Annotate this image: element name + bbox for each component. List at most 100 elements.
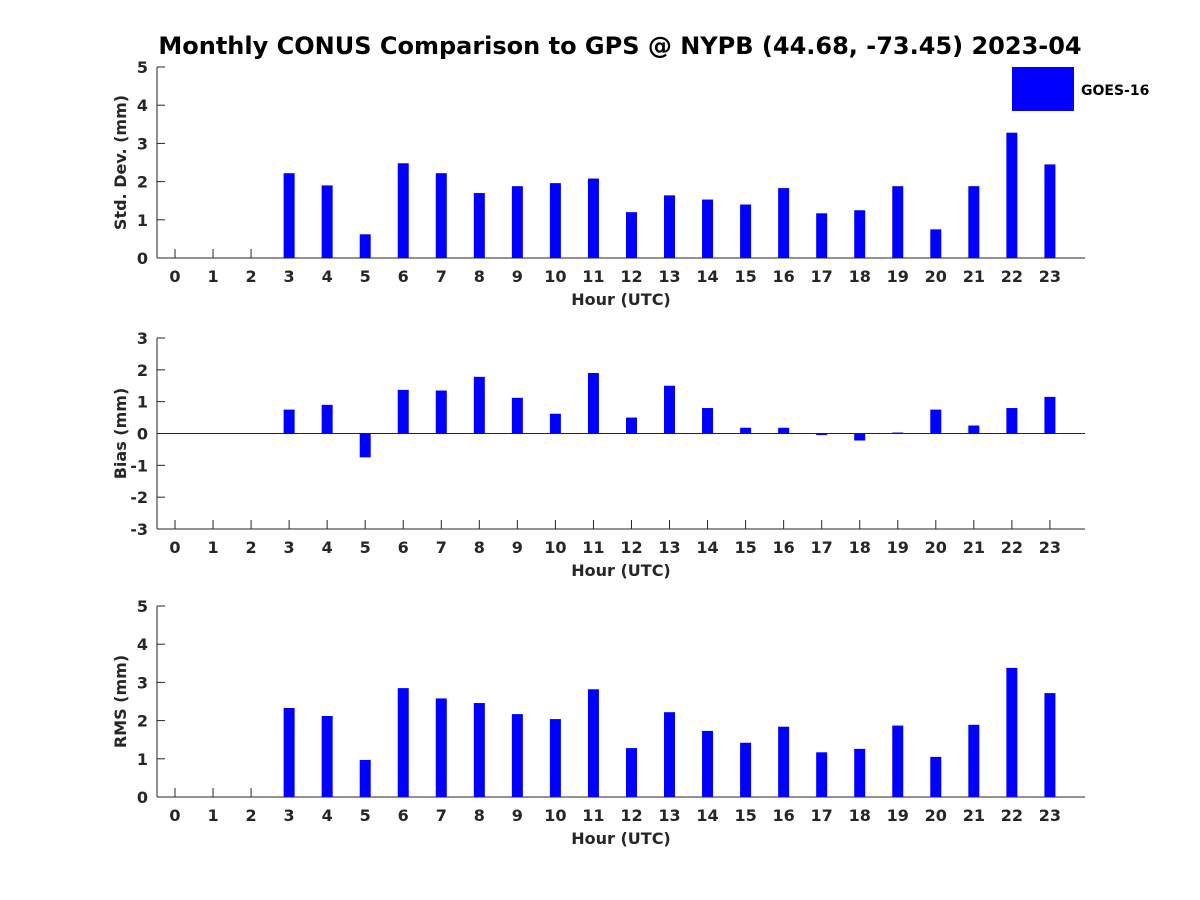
bar-hour-3 — [283, 173, 295, 258]
x-tick-label: 4 — [322, 538, 333, 557]
x-axis-label: Hour (UTC) — [571, 561, 671, 580]
y-tick-label: 0 — [137, 249, 148, 268]
legend-label: GOES-16 — [1081, 83, 1149, 99]
x-axis-label: Hour (UTC) — [571, 290, 671, 309]
y-tick-label: 2 — [137, 173, 148, 192]
x-tick-label: 5 — [360, 538, 371, 557]
bar-hour-5 — [359, 234, 371, 258]
bar-hour-3 — [283, 707, 295, 797]
x-tick-label: 22 — [1001, 538, 1023, 557]
bar-hour-9 — [511, 186, 523, 258]
x-tick-label: 8 — [474, 538, 485, 557]
x-tick-label: 3 — [284, 806, 295, 825]
bar-hour-7 — [435, 173, 447, 258]
bar-hour-16 — [778, 726, 790, 797]
x-tick-label: 16 — [773, 538, 795, 557]
x-tick-label: 7 — [436, 538, 447, 557]
bar-hour-8 — [473, 703, 485, 797]
bar-hour-22 — [1006, 132, 1018, 258]
x-tick-label: 4 — [322, 267, 333, 286]
x-tick-label: 11 — [582, 538, 604, 557]
bar-hour-13 — [664, 195, 676, 258]
bar-hour-17 — [816, 213, 828, 258]
y-tick-label: -1 — [130, 456, 148, 475]
x-tick-label: 11 — [582, 806, 604, 825]
x-axis-label: Hour (UTC) — [571, 829, 671, 848]
bar-hour-4 — [321, 404, 333, 434]
bar-hour-10 — [549, 183, 561, 258]
bar-hour-21 — [968, 186, 980, 258]
bar-hour-4 — [321, 716, 333, 797]
x-tick-label: 0 — [169, 806, 180, 825]
bar-hour-6 — [397, 389, 409, 434]
x-tick-label: 7 — [436, 267, 447, 286]
x-tick-label: 9 — [512, 267, 523, 286]
x-tick-label: 23 — [1039, 267, 1061, 286]
y-tick-label: 2 — [137, 712, 148, 731]
bar-hour-5 — [359, 759, 371, 797]
y-tick-label: 3 — [137, 673, 148, 692]
bar-hour-22 — [1006, 408, 1018, 434]
x-tick-label: 23 — [1039, 806, 1061, 825]
x-tick-label: 18 — [849, 806, 871, 825]
legend-swatch — [1012, 67, 1074, 111]
x-tick-label: 20 — [925, 267, 947, 286]
bar-hour-20 — [930, 756, 942, 797]
bar-hour-23 — [1044, 396, 1056, 434]
x-tick-label: 15 — [734, 538, 756, 557]
bar-hour-6 — [397, 688, 409, 797]
x-tick-label: 2 — [246, 806, 257, 825]
bar-hour-17 — [816, 433, 828, 436]
x-tick-label: 23 — [1039, 538, 1061, 557]
x-tick-label: 3 — [284, 538, 295, 557]
x-tick-label: 5 — [360, 267, 371, 286]
bar-hour-12 — [625, 748, 637, 797]
x-tick-label: 6 — [398, 806, 409, 825]
x-tick-label: 15 — [734, 806, 756, 825]
x-tick-label: 0 — [169, 538, 180, 557]
bar-hour-6 — [397, 163, 409, 258]
bar-hour-5 — [359, 433, 371, 458]
x-tick-label: 8 — [474, 267, 485, 286]
y-axis-label: Bias (mm) — [111, 388, 130, 480]
y-tick-label: 0 — [137, 425, 148, 444]
x-tick-label: 1 — [207, 267, 218, 286]
x-tick-label: 6 — [398, 267, 409, 286]
x-tick-label: 16 — [773, 267, 795, 286]
bar-hour-18 — [854, 748, 866, 797]
x-tick-label: 17 — [811, 267, 833, 286]
y-tick-label: 1 — [137, 750, 148, 769]
bar-hour-12 — [625, 417, 637, 434]
x-tick-label: 13 — [658, 538, 680, 557]
bar-hour-4 — [321, 185, 333, 258]
x-tick-label: 16 — [773, 806, 795, 825]
bar-hour-7 — [435, 698, 447, 797]
x-tick-label: 22 — [1001, 267, 1023, 286]
x-tick-label: 18 — [849, 267, 871, 286]
x-tick-label: 13 — [658, 267, 680, 286]
x-tick-label: 7 — [436, 806, 447, 825]
bar-hour-23 — [1044, 164, 1056, 258]
bar-hour-14 — [702, 730, 714, 797]
bar-hour-10 — [549, 719, 561, 797]
bar-hour-15 — [740, 204, 752, 258]
x-tick-label: 9 — [512, 806, 523, 825]
x-tick-label: 13 — [658, 806, 680, 825]
x-tick-label: 12 — [620, 538, 642, 557]
x-tick-label: 17 — [811, 806, 833, 825]
bar-hour-20 — [930, 229, 942, 258]
bar-hour-8 — [473, 193, 485, 258]
chart-title: Monthly CONUS Comparison to GPS @ NYPB (… — [158, 32, 1081, 60]
x-tick-label: 5 — [360, 806, 371, 825]
x-tick-label: 8 — [474, 806, 485, 825]
x-tick-label: 2 — [246, 267, 257, 286]
x-tick-label: 10 — [544, 267, 566, 286]
x-tick-label: 21 — [963, 806, 985, 825]
x-tick-label: 14 — [696, 538, 718, 557]
x-tick-label: 17 — [811, 538, 833, 557]
bar-hour-13 — [664, 385, 676, 434]
